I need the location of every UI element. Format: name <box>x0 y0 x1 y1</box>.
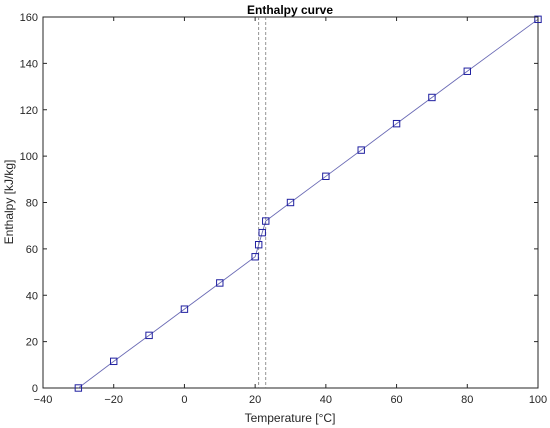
y-tick-label: 0 <box>32 383 38 395</box>
y-tick-label: 80 <box>26 198 38 210</box>
y-tick-label: 60 <box>26 244 38 256</box>
x-axis-label: Temperature [°C] <box>245 411 336 425</box>
chart-title: Enthalpy curve <box>247 3 333 17</box>
x-tick-label: −40 <box>34 394 53 406</box>
x-tick-label: −20 <box>104 394 123 406</box>
data-point-marker <box>251 253 259 261</box>
y-tick-label: 140 <box>20 58 38 70</box>
data-point-marker <box>428 93 436 102</box>
x-axis-ticks: −40 −20 0 20 40 60 80 100 <box>34 17 547 406</box>
data-point-marker <box>110 357 118 366</box>
data-series <box>74 15 542 392</box>
y-axis-label: Enthalpy [kJ/kg] <box>2 160 16 245</box>
data-point-marker <box>392 119 401 128</box>
y-axis-ticks: 0 20 40 60 80 100 120 140 160 <box>20 12 538 395</box>
y-tick-label: 100 <box>20 151 38 163</box>
data-point-marker <box>258 228 266 237</box>
series-line-0 <box>78 18 539 389</box>
data-point-marker <box>74 384 83 392</box>
data-point-marker <box>262 217 270 225</box>
x-tick-label: 100 <box>529 394 547 406</box>
reference-lines <box>258 17 267 388</box>
data-point-marker <box>180 305 189 313</box>
data-point-marker <box>463 67 471 75</box>
x-tick-label: 0 <box>181 394 187 406</box>
x-tick-label: 60 <box>390 394 402 406</box>
data-point-marker <box>357 146 365 154</box>
y-tick-label: 120 <box>20 105 38 117</box>
x-tick-label: 80 <box>461 394 473 406</box>
y-tick-label: 160 <box>20 12 38 24</box>
data-point-marker <box>145 331 153 340</box>
data-point-marker <box>534 15 542 24</box>
data-point-marker <box>286 198 295 207</box>
data-point-marker <box>254 241 263 249</box>
data-point-marker <box>322 172 330 180</box>
x-tick-label: 40 <box>320 394 332 406</box>
x-tick-label: 20 <box>249 394 261 406</box>
data-point-marker <box>216 279 224 287</box>
y-tick-label: 20 <box>26 337 38 349</box>
y-tick-label: 40 <box>26 290 38 302</box>
